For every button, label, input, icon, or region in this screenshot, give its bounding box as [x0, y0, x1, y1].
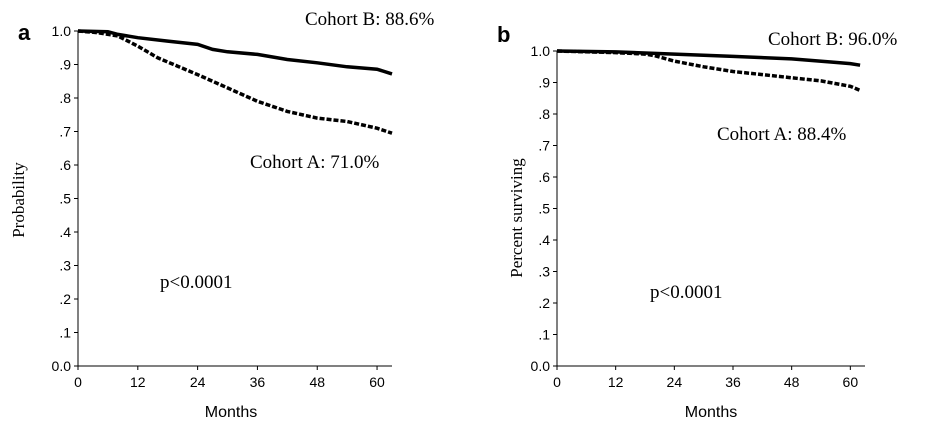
panel-b-y-tick-label: 1.0	[531, 43, 551, 59]
panel-a-y-tick-label: .2	[59, 291, 71, 307]
panel-a-x-tick-label: 12	[130, 374, 146, 390]
panel-b-y-tick-label: .9	[538, 75, 550, 91]
panel-b-y-tick-label: .4	[538, 232, 550, 248]
panel-b-x-tick-label: 0	[553, 374, 561, 390]
panel-b-y-tick-label: .3	[538, 264, 550, 280]
panel-b-y-tick-label: .6	[538, 169, 550, 185]
panel-b-axes: 0.0 .1 .2 .3 .4 .5 .6 .7 .8 .9 1.0 0 12 24 36 48 60	[531, 43, 865, 390]
panel-a-y-tick-label: .6	[59, 157, 71, 173]
panel-a-x-tick-label: 24	[190, 374, 206, 390]
panel-b-y-tick-label: 0.0	[531, 358, 551, 374]
panel-a-series	[77, 29, 393, 135]
panel-a-x-tick-label: 60	[369, 374, 385, 390]
panel-b-x-tick-label: 60	[843, 374, 859, 390]
panel-b-x-tick-label: 24	[667, 374, 683, 390]
panel-b-x-tick-label: 36	[725, 374, 741, 390]
panel-a-x-tick-label: 48	[309, 374, 325, 390]
panel-a-axes: 0.0 .1 .2 .3 .4 .5 .6 .7 .8 .9 1.0 0 12 24 36 48 60	[52, 23, 392, 390]
panel-b-y-tick-label: .5	[538, 201, 550, 217]
panel-a-xlabel: Months	[205, 404, 257, 421]
panel-a-y-tick-label: .1	[59, 325, 71, 341]
panel-a: a 0.0 .1 .2 .3 .4 .5 .6 .7 .8 .9 1.0 0 12 24 36 48 60 Pr…	[9, 9, 434, 421]
panel-a-y-tick-label: .8	[59, 90, 71, 106]
panel-a-y-tick-label: 1.0	[52, 23, 72, 39]
panel-b-cohort-a-curve	[556, 49, 861, 93]
panel-a-cohort-b-curve	[77, 29, 393, 76]
panel-a-y-tick-label: .4	[59, 224, 71, 240]
panel-a-ylabel: Probability	[9, 162, 28, 238]
panel-b-y-tick-label: .7	[538, 138, 550, 154]
panel-a-cohort-a-curve	[77, 29, 393, 135]
panel-b-ylabel: Percent surviving	[507, 158, 526, 278]
panel-b-xlabel: Months	[685, 404, 737, 421]
panel-b-y-tick-label: .8	[538, 106, 550, 122]
panel-a-y-tick-label: .7	[59, 124, 71, 140]
panel-a-p-value: p<0.0001	[160, 272, 232, 293]
panel-a-y-tick-label: .9	[59, 57, 71, 73]
panel-b-cohort-b-label: Cohort B: 96.0%	[768, 29, 897, 50]
panel-a-y-tick-label: .3	[59, 258, 71, 274]
panel-b-series	[556, 49, 861, 93]
panel-a-x-tick-label: 0	[74, 374, 82, 390]
panel-a-letter: a	[18, 20, 31, 45]
panel-b: b 0.0 .1 .2 .3 .4 .5 .6 .7 .8 .9 1.0 0 12 24 36 48 60 Pe…	[497, 22, 897, 421]
panel-b-x-tick-label: 12	[608, 374, 624, 390]
panel-a-cohort-a-label: Cohort A: 71.0%	[250, 152, 379, 173]
panel-b-p-value: p<0.0001	[650, 282, 722, 303]
panel-b-y-tick-label: .2	[538, 295, 550, 311]
panel-a-cohort-b-label: Cohort B: 88.6%	[305, 9, 434, 30]
panel-a-y-tick-label: .5	[59, 191, 71, 207]
panel-b-x-tick-label: 48	[784, 374, 800, 390]
panel-b-letter: b	[497, 22, 510, 47]
panel-b-y-tick-label: .1	[538, 327, 550, 343]
panel-b-cohort-a-label: Cohort A: 88.4%	[717, 124, 846, 145]
panel-a-y-tick-label: 0.0	[52, 358, 72, 374]
panel-a-x-tick-label: 36	[250, 374, 266, 390]
panel-b-cohort-b-curve	[556, 49, 861, 67]
